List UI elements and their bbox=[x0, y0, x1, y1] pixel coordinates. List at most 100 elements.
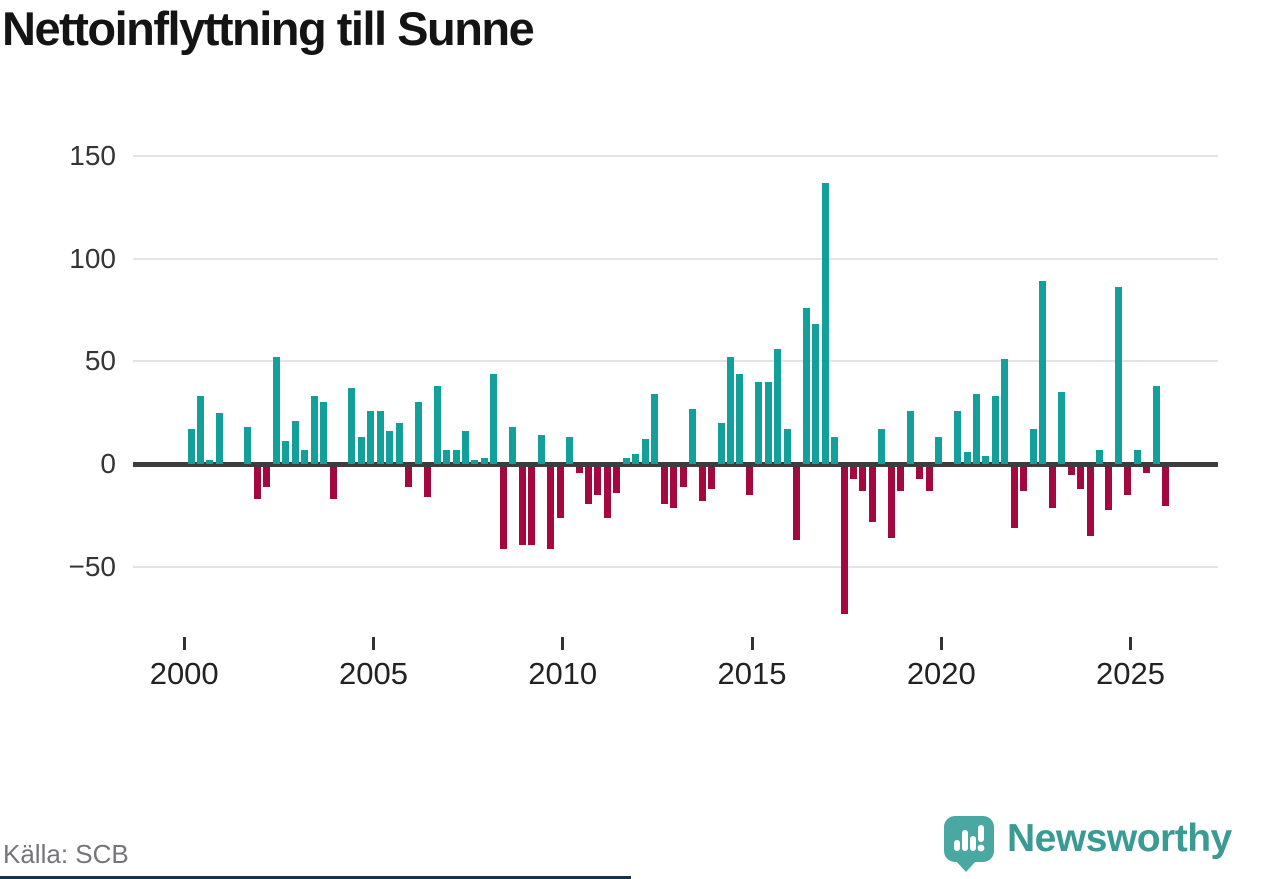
data-bar bbox=[537, 435, 545, 464]
data-bar bbox=[197, 396, 204, 464]
data-bar bbox=[849, 466, 857, 479]
data-bar bbox=[1039, 281, 1047, 464]
data-bar bbox=[1020, 466, 1028, 492]
newsworthy-logo: Newsworthy bbox=[944, 816, 1232, 872]
data-bar bbox=[670, 466, 678, 508]
data-bar bbox=[916, 466, 924, 479]
data-bar bbox=[821, 182, 829, 464]
data-bar bbox=[187, 429, 195, 464]
bottom-accent-strip bbox=[0, 876, 631, 879]
x-axis-tick bbox=[750, 637, 754, 650]
gridline bbox=[133, 565, 1218, 568]
y-axis-tick-label: 100 bbox=[69, 242, 116, 274]
data-bar bbox=[452, 449, 460, 464]
data-bar bbox=[1133, 449, 1141, 464]
data-bar bbox=[348, 388, 356, 464]
data-bar bbox=[755, 381, 763, 464]
data-bar bbox=[263, 466, 271, 487]
data-bar bbox=[509, 427, 517, 464]
data-bar bbox=[490, 373, 498, 464]
data-bar bbox=[708, 466, 715, 490]
data-bar bbox=[414, 402, 422, 464]
x-axis-tick bbox=[939, 637, 943, 650]
data-bar bbox=[395, 422, 403, 464]
data-bar bbox=[1124, 466, 1132, 496]
data-bar bbox=[783, 429, 791, 464]
gridline bbox=[133, 257, 1218, 260]
data-bar bbox=[272, 357, 280, 464]
data-bar bbox=[471, 459, 479, 464]
source-label: Källa: SCB bbox=[3, 839, 129, 869]
data-bar bbox=[291, 420, 299, 464]
data-bar bbox=[1058, 392, 1066, 464]
data-bar bbox=[424, 466, 432, 498]
data-bar bbox=[613, 466, 621, 494]
data-bar bbox=[244, 427, 252, 464]
chart-title: Nettoinflyttning till Sunne bbox=[2, 2, 535, 55]
data-bar bbox=[282, 441, 290, 464]
data-bar bbox=[764, 381, 772, 464]
x-axis-tick-label: 2020 bbox=[906, 656, 976, 691]
data-bar bbox=[528, 466, 536, 545]
data-bar bbox=[887, 466, 895, 539]
data-bar bbox=[698, 466, 706, 502]
data-bar bbox=[376, 410, 384, 464]
data-bar bbox=[594, 466, 602, 496]
data-bar bbox=[443, 449, 450, 464]
data-bar bbox=[499, 466, 507, 549]
data-bar bbox=[868, 466, 876, 522]
newsworthy-logo-icon bbox=[944, 816, 994, 872]
data-bar bbox=[641, 439, 649, 464]
x-axis-tick bbox=[182, 637, 186, 650]
y-axis-tick-label: 50 bbox=[84, 345, 116, 377]
data-bar bbox=[566, 437, 573, 464]
data-bar bbox=[1105, 466, 1113, 510]
data-bar bbox=[717, 422, 725, 464]
data-bar bbox=[632, 453, 640, 464]
data-bar bbox=[1114, 287, 1122, 464]
x-axis-tick-label: 2010 bbox=[528, 656, 598, 691]
x-axis-tick-label: 2000 bbox=[149, 656, 219, 691]
data-bar bbox=[982, 455, 990, 464]
bar-chart-exclamation-icon bbox=[954, 825, 985, 852]
data-bar bbox=[726, 357, 734, 464]
data-bar bbox=[367, 410, 375, 464]
data-bar bbox=[301, 449, 309, 464]
data-bar bbox=[963, 451, 971, 464]
data-bar bbox=[320, 402, 327, 464]
data-bar bbox=[405, 466, 413, 487]
data-bar bbox=[1001, 359, 1009, 464]
data-bar bbox=[736, 373, 744, 464]
data-bar bbox=[831, 437, 838, 464]
data-bar bbox=[1067, 466, 1075, 475]
data-bar bbox=[603, 466, 611, 518]
y-axis-tick-label: −50 bbox=[68, 550, 117, 582]
data-bar bbox=[329, 466, 337, 500]
x-axis-tick bbox=[372, 637, 375, 650]
data-bar bbox=[357, 437, 365, 464]
y-axis-tick-label: 150 bbox=[69, 140, 116, 172]
data-bar bbox=[745, 466, 753, 496]
data-bar bbox=[840, 466, 848, 615]
data-bar bbox=[793, 466, 801, 541]
data-bar bbox=[689, 408, 697, 464]
x-axis-zero-line bbox=[133, 461, 1218, 467]
data-bar bbox=[1086, 466, 1094, 537]
data-bar bbox=[802, 308, 810, 464]
data-bar bbox=[1152, 386, 1160, 464]
data-bar bbox=[1010, 466, 1018, 529]
data-bar bbox=[1143, 466, 1151, 473]
data-bar bbox=[878, 429, 886, 464]
data-bar bbox=[925, 466, 933, 492]
x-axis-tick-label: 2005 bbox=[339, 656, 408, 691]
data-bar bbox=[954, 410, 961, 464]
data-bar bbox=[774, 349, 782, 464]
data-bar bbox=[433, 386, 441, 464]
data-bar bbox=[575, 466, 583, 473]
x-axis-tick bbox=[561, 637, 565, 650]
data-bar bbox=[935, 437, 943, 464]
y-axis-tick-label: 0 bbox=[100, 448, 116, 479]
data-bar bbox=[1077, 466, 1085, 490]
